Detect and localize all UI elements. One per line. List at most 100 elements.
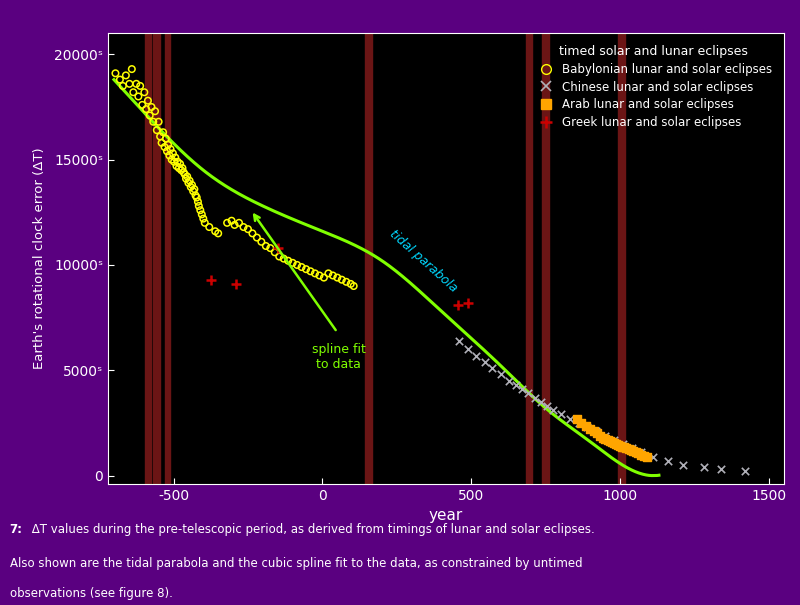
Point bbox=[114, 75, 126, 85]
Point bbox=[189, 191, 202, 200]
Point bbox=[130, 79, 142, 89]
Point bbox=[209, 226, 222, 236]
Point bbox=[617, 439, 630, 449]
Point bbox=[632, 449, 645, 459]
Point bbox=[282, 256, 294, 266]
Point bbox=[169, 152, 182, 162]
Point bbox=[159, 134, 172, 143]
Point bbox=[237, 222, 250, 232]
X-axis label: year: year bbox=[429, 508, 463, 523]
Point bbox=[233, 218, 246, 227]
Point bbox=[259, 241, 272, 251]
Point bbox=[155, 138, 168, 148]
Point bbox=[529, 393, 542, 402]
Point bbox=[193, 201, 206, 211]
Point bbox=[212, 229, 225, 238]
Point bbox=[618, 442, 630, 452]
Point bbox=[178, 168, 190, 177]
Point bbox=[331, 273, 344, 283]
Point bbox=[180, 174, 193, 183]
Point bbox=[575, 418, 588, 428]
Point bbox=[171, 157, 184, 166]
Point bbox=[607, 438, 620, 448]
Point bbox=[326, 270, 339, 280]
Point bbox=[168, 157, 181, 166]
Point bbox=[599, 431, 612, 440]
Point bbox=[313, 270, 326, 280]
Text: tidal parabola: tidal parabola bbox=[387, 227, 460, 295]
Point bbox=[554, 410, 567, 419]
Point bbox=[304, 266, 317, 276]
Bar bbox=[366, 33, 372, 484]
Point bbox=[170, 161, 183, 171]
Point bbox=[584, 424, 597, 434]
Point bbox=[162, 140, 174, 150]
Point bbox=[154, 132, 166, 142]
Point bbox=[318, 273, 330, 283]
Point bbox=[273, 252, 286, 261]
Point bbox=[739, 466, 752, 476]
Point bbox=[140, 104, 153, 114]
Point bbox=[157, 128, 170, 137]
Bar bbox=[542, 33, 549, 484]
Text: observations (see figure 8).: observations (see figure 8). bbox=[10, 587, 173, 600]
Bar bbox=[618, 33, 625, 484]
Point bbox=[158, 142, 171, 152]
Point bbox=[451, 300, 464, 310]
Point bbox=[462, 344, 474, 354]
Point bbox=[590, 427, 602, 436]
Point bbox=[309, 269, 322, 278]
Point bbox=[300, 264, 313, 274]
Point bbox=[190, 193, 203, 203]
Bar bbox=[526, 33, 532, 484]
Point bbox=[286, 258, 299, 267]
Text: Also shown are the tidal parabola and the cubic spline fit to the data, as const: Also shown are the tidal parabola and th… bbox=[10, 557, 582, 569]
Point bbox=[138, 87, 150, 97]
Point bbox=[198, 218, 211, 227]
Point bbox=[228, 220, 241, 230]
Point bbox=[340, 277, 353, 287]
Point bbox=[622, 445, 635, 454]
Bar bbox=[154, 33, 160, 484]
Point bbox=[638, 451, 650, 460]
Point bbox=[603, 436, 616, 446]
Point bbox=[204, 275, 217, 284]
Point bbox=[510, 380, 522, 390]
Point bbox=[588, 427, 601, 436]
Point bbox=[242, 224, 254, 234]
Point bbox=[173, 163, 186, 173]
Point bbox=[676, 460, 689, 470]
Point bbox=[697, 462, 710, 472]
Point bbox=[541, 401, 554, 411]
Point bbox=[166, 155, 178, 165]
Point bbox=[611, 440, 624, 450]
Point bbox=[264, 243, 277, 253]
Point bbox=[610, 439, 622, 449]
Point bbox=[646, 452, 659, 462]
Point bbox=[225, 216, 238, 226]
Point bbox=[126, 64, 138, 74]
Point bbox=[182, 178, 195, 188]
Point bbox=[166, 148, 179, 158]
Legend: Babylonian lunar and solar eclipses, Chinese lunar and solar eclipses, Arab luna: Babylonian lunar and solar eclipses, Chi… bbox=[528, 39, 778, 135]
Point bbox=[132, 91, 145, 101]
Point bbox=[123, 79, 136, 89]
Bar bbox=[145, 33, 151, 484]
Point bbox=[161, 146, 174, 156]
Point bbox=[134, 81, 146, 91]
Point bbox=[119, 71, 132, 80]
Point bbox=[515, 384, 528, 394]
Point bbox=[522, 388, 534, 398]
Point bbox=[462, 298, 474, 308]
Point bbox=[606, 437, 618, 446]
Point bbox=[188, 185, 201, 194]
Point bbox=[581, 422, 594, 432]
Point bbox=[184, 182, 197, 192]
Point bbox=[136, 100, 149, 110]
Point bbox=[191, 197, 204, 207]
Point bbox=[486, 364, 498, 373]
Point bbox=[502, 376, 515, 385]
Point bbox=[597, 433, 610, 442]
Point bbox=[268, 247, 281, 257]
Point bbox=[634, 450, 647, 459]
